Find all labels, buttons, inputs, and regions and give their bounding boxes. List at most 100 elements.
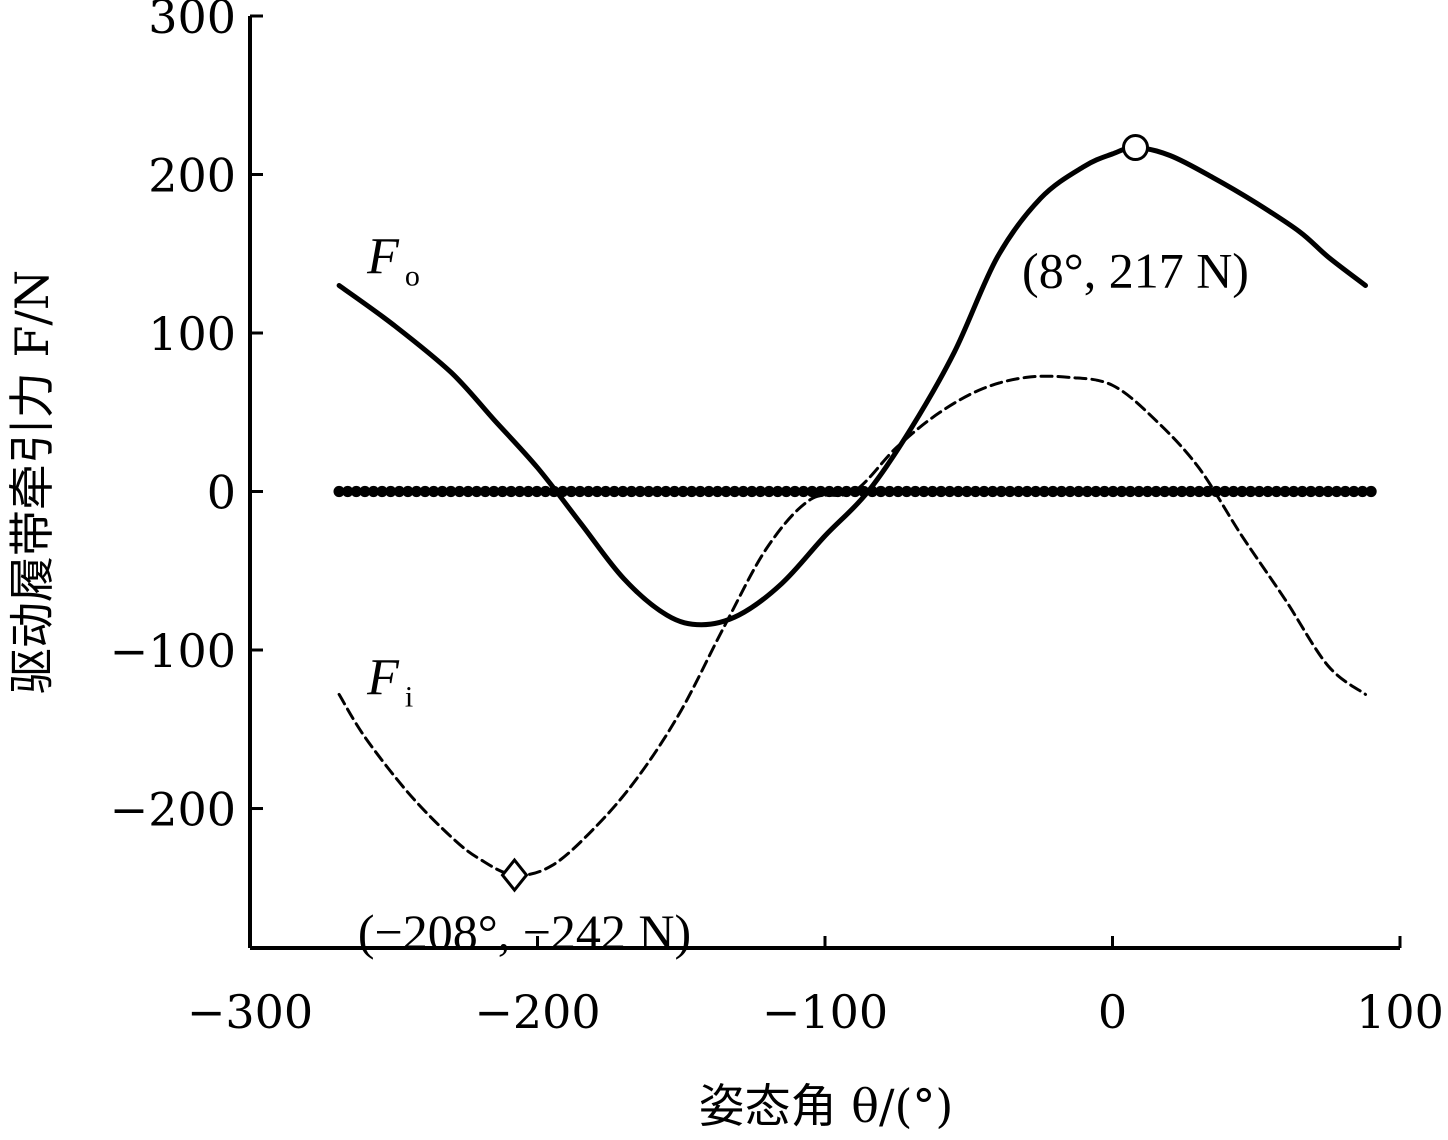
y-tick-label: 200	[148, 149, 236, 203]
zero-line-dot	[600, 485, 612, 498]
zero-line-dot	[350, 485, 362, 498]
zero-line-dot	[987, 485, 999, 498]
zero-line-dot	[1210, 485, 1222, 498]
y-tick-label: 0	[207, 466, 236, 520]
zero-line-dot	[410, 485, 423, 498]
zero-line-dot	[479, 485, 491, 498]
zero-line-dot	[823, 485, 835, 498]
zero-line-dot	[763, 485, 775, 498]
zero-line-dot	[737, 485, 749, 498]
y-tick-label: −200	[110, 783, 236, 837]
zero-line-dot	[1107, 485, 1119, 498]
max-marker-circle	[1122, 134, 1149, 162]
zero-line-dot	[1331, 485, 1343, 498]
zero-line-dot	[1219, 485, 1231, 498]
zero-line-dot	[1270, 485, 1283, 498]
zero-line-dot	[565, 485, 577, 498]
zero-line-dot	[1141, 485, 1154, 498]
zero-line-dot	[711, 485, 724, 498]
zero-line-dot	[496, 485, 509, 498]
zero-line-dot	[1193, 485, 1205, 498]
zero-line-dot	[367, 485, 380, 498]
zero-line-dot	[840, 485, 853, 498]
zero-line-dot	[780, 485, 792, 498]
zero-line-dot	[651, 485, 663, 498]
x-axis-title: 姿态角 θ/(°)	[699, 1079, 954, 1133]
zero-line-dot	[1296, 485, 1308, 498]
y-tick-label: 100	[148, 307, 236, 361]
zero-line-dot	[1313, 485, 1326, 498]
x-tick-label: 100	[1356, 985, 1444, 1039]
zero-line-dot	[625, 485, 638, 498]
zero-line-dot	[1055, 485, 1068, 498]
zero-line-dot	[1184, 485, 1197, 498]
zero-line-dot	[797, 485, 810, 498]
series-label-subscript: o	[405, 259, 420, 292]
zero-line-dot	[634, 485, 646, 498]
zero-line-dot	[995, 485, 1007, 498]
zero-line-dot	[359, 485, 371, 498]
zero-line-dot	[729, 485, 741, 498]
zero-line-dot	[1073, 485, 1085, 498]
axis-ticks: −200 −100 0 100 200 300 −300 −200 −100 0 100	[110, 0, 1444, 1039]
zero-line-dot	[1150, 485, 1162, 498]
zero-line-dot	[1176, 485, 1188, 498]
zero-line-dot	[522, 485, 534, 498]
zero-line-dot	[505, 485, 517, 498]
zero-line-dot	[978, 485, 990, 498]
zero-line-dot	[883, 485, 896, 498]
zero-line-dot	[591, 485, 603, 498]
y-tick-label: −100	[110, 624, 236, 678]
zero-line-dot	[342, 485, 354, 498]
zero-line-dot	[1030, 485, 1042, 498]
zero-line-dot	[402, 485, 414, 498]
zero-line-dot	[686, 485, 698, 498]
x-tick-label: 0	[1098, 985, 1127, 1039]
zero-line-dot	[436, 485, 448, 498]
zero-line-dot	[531, 485, 543, 498]
zero-line-dot	[1227, 485, 1240, 498]
zero-line-dot	[539, 485, 552, 498]
zero-line-dot	[385, 485, 397, 498]
zero-line-dot	[892, 485, 904, 498]
zero-line-dot	[858, 485, 870, 498]
zero-line-dot	[1004, 485, 1016, 498]
zero-line-dot	[789, 485, 801, 498]
zero-line-dot	[1167, 485, 1179, 498]
zero-line-dot	[1245, 485, 1257, 498]
zero-line-dot	[471, 485, 483, 498]
zero-line-dot	[617, 485, 629, 498]
zero-line-dot	[875, 485, 887, 498]
y-axis-title: 驱动履带牵引力 F/N	[5, 270, 59, 694]
series-label-subscript: i	[405, 680, 413, 713]
min-marker-diamond	[500, 857, 529, 893]
zero-line-dot	[926, 485, 939, 498]
zero-line-dot	[445, 485, 457, 498]
zero-line-dot	[1098, 485, 1111, 498]
zero-line-dot	[935, 485, 947, 498]
zero-line-dot	[694, 485, 706, 498]
zero-line-dot	[909, 485, 921, 498]
zero-line-dot	[462, 485, 474, 498]
zero-line-dot	[1064, 485, 1076, 498]
zero-line-dot	[557, 485, 569, 498]
zero-line-dot	[969, 485, 982, 498]
zero-line-dot	[643, 485, 655, 498]
zero-line-dot	[815, 485, 827, 498]
zero-line-dot	[849, 485, 861, 498]
x-tick-label: −200	[474, 985, 600, 1039]
zero-line-dot	[333, 485, 345, 498]
zero-line-dot	[944, 485, 956, 498]
zero-line-dot	[918, 485, 930, 498]
zero-line-dot	[1202, 485, 1214, 498]
plot-area	[248, 16, 1400, 950]
zero-line-dot	[1305, 485, 1317, 498]
zero-line-dot	[1236, 485, 1248, 498]
series-labels: (8°, 217 N) (−208°, −242 N) F o F i	[358, 228, 1249, 960]
zero-line-dot	[961, 485, 973, 498]
x-tick-label: −100	[762, 985, 888, 1039]
zero-line-dot	[514, 485, 526, 498]
zero-line-dot	[746, 485, 758, 498]
